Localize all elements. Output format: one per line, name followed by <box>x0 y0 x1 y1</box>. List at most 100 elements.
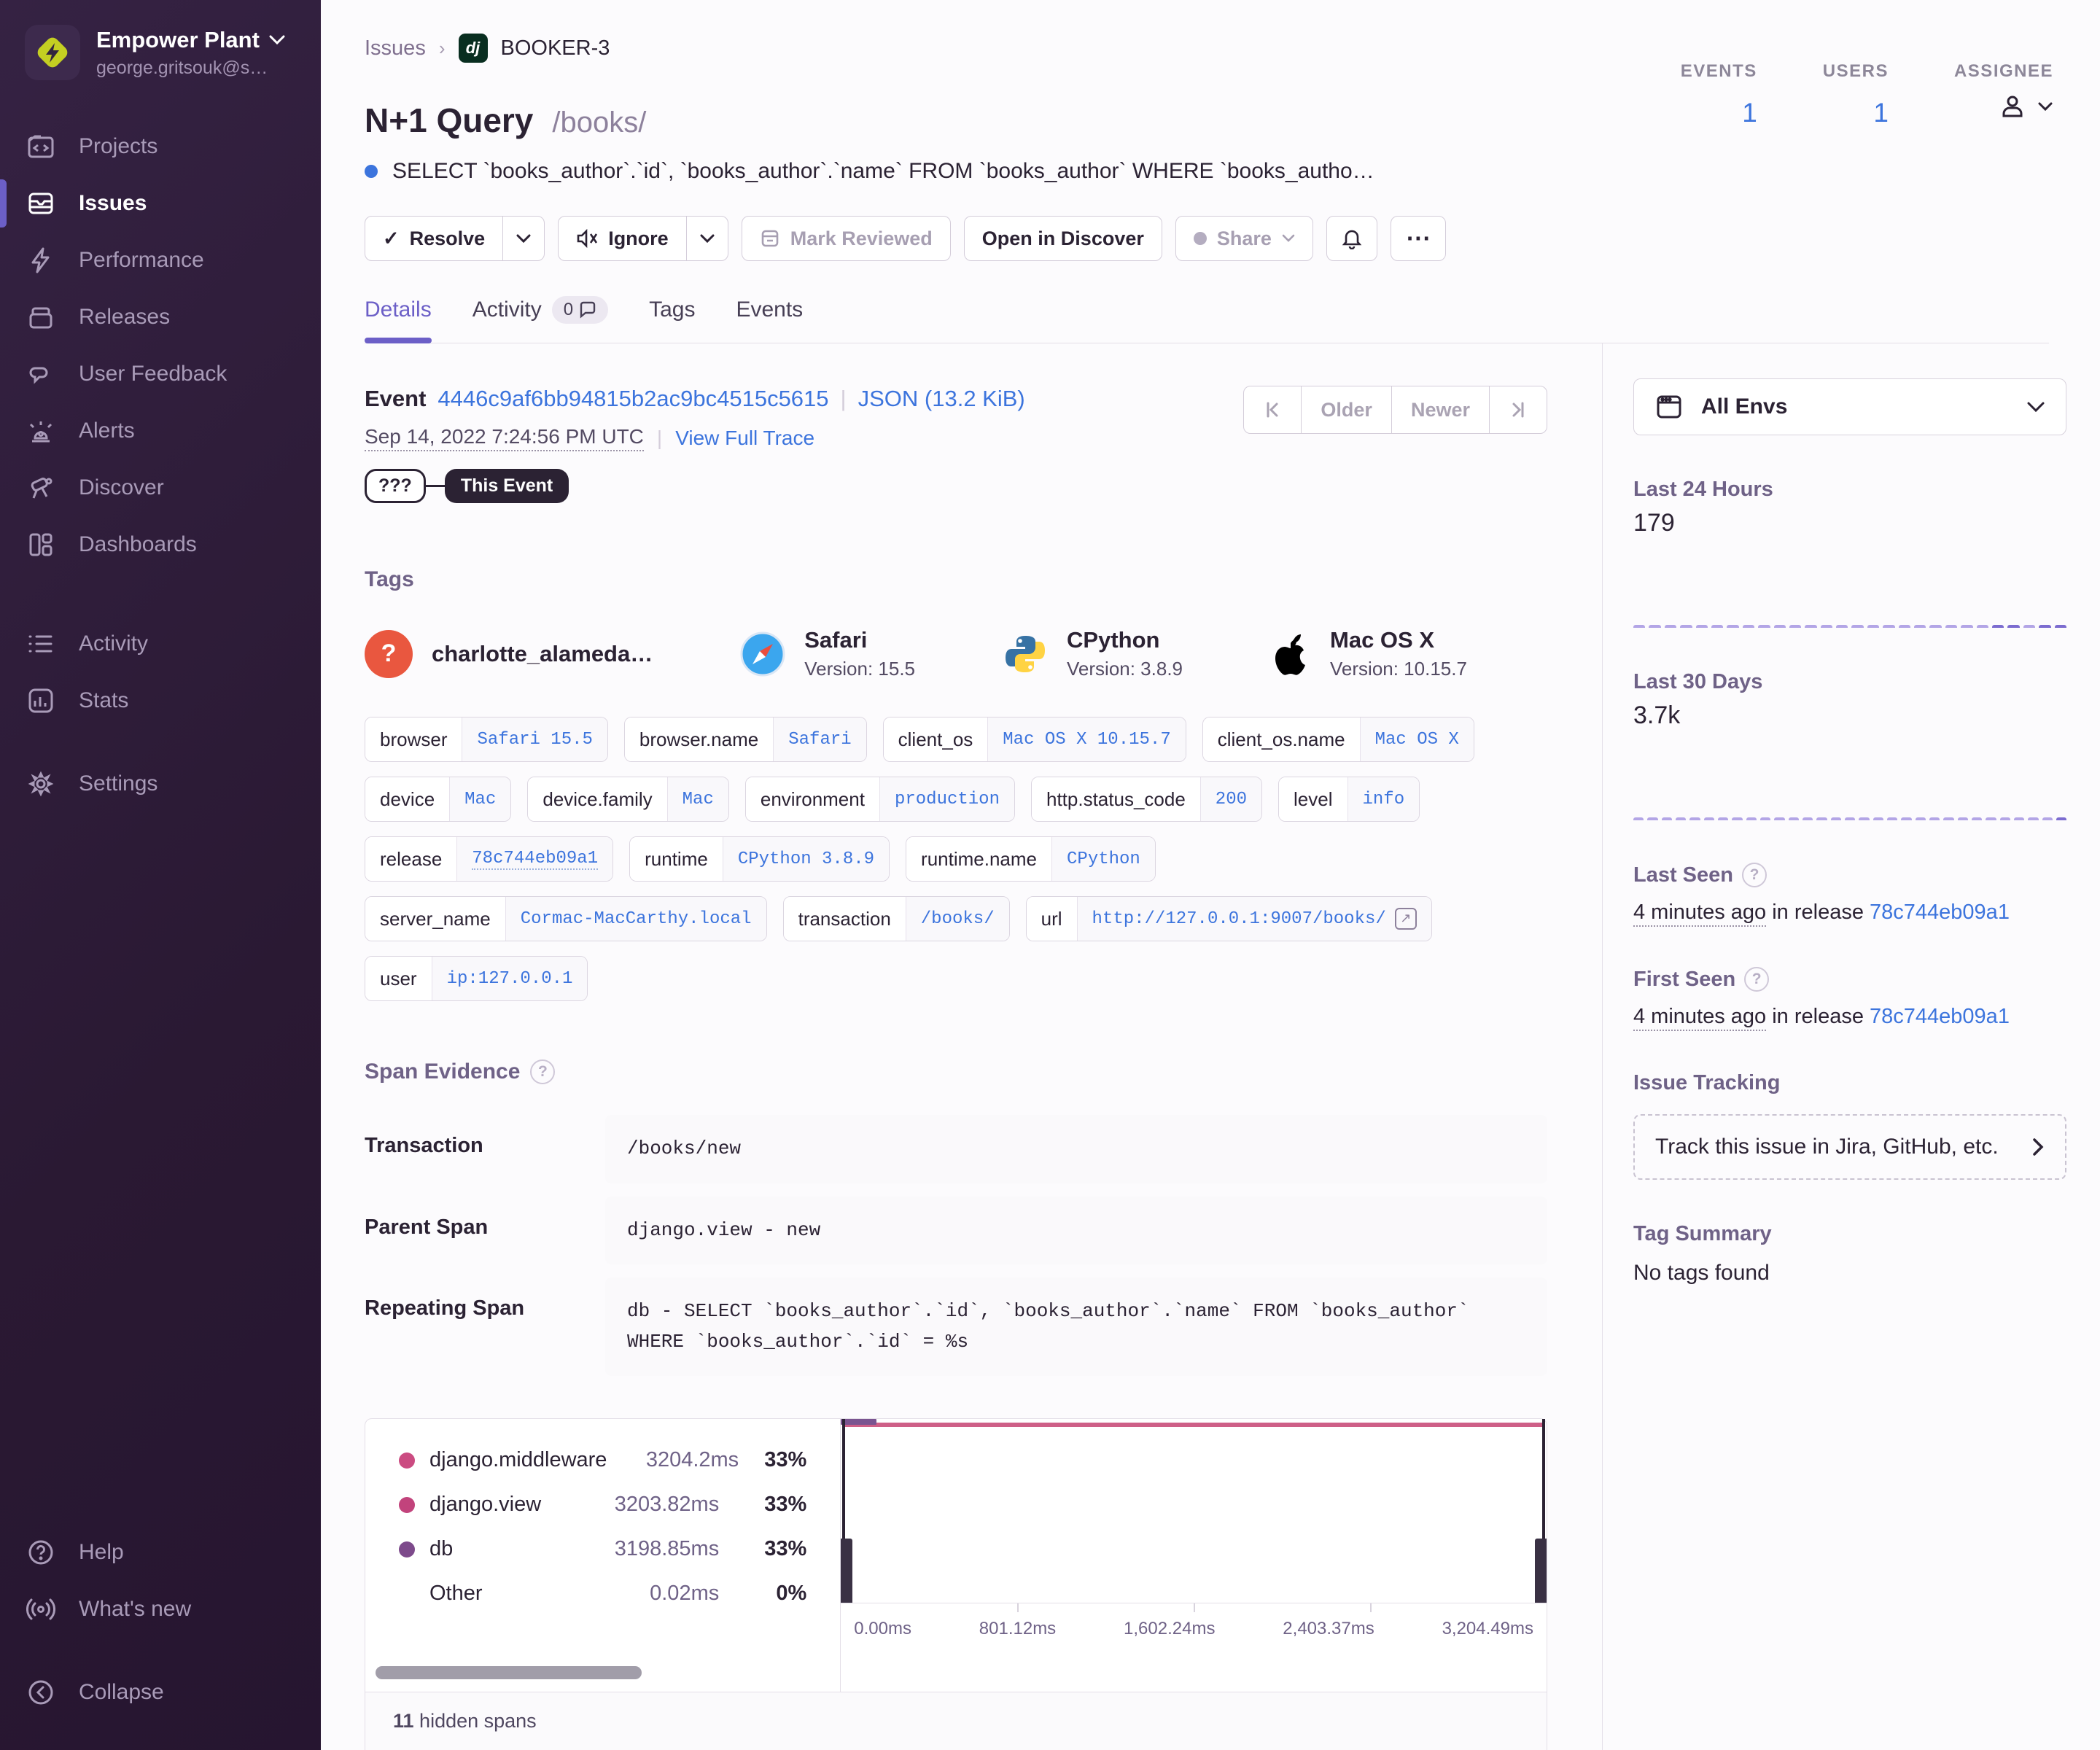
event-id-link[interactable]: 4446c9af6bb94815b2ac9bc4515c5615 <box>438 386 829 411</box>
ignore-dropdown-button[interactable] <box>685 217 728 260</box>
older-event-button[interactable]: Older <box>1301 386 1391 433</box>
tag-key: device.family <box>528 777 667 821</box>
ignore-button[interactable]: Ignore <box>559 217 686 260</box>
more-actions-button[interactable]: ⋯ <box>1390 216 1446 261</box>
help-question-icon[interactable]: ? <box>1744 967 1770 992</box>
track-issue-button[interactable]: Track this issue in Jira, GitHub, etc. <box>1633 1114 2066 1180</box>
chart-bar <box>1991 625 2004 628</box>
unknown-badge[interactable]: ??? <box>365 469 426 503</box>
chart-bar <box>1727 625 1739 628</box>
chart-bar <box>1773 625 1786 628</box>
tag-pill[interactable]: user ip:127.0.0.1↗ <box>365 956 588 1001</box>
users-value[interactable]: 1 <box>1873 98 1889 128</box>
tag-pill[interactable]: environment production↗ <box>744 777 1015 822</box>
sidebar-item-projects[interactable]: Projects <box>0 118 321 175</box>
chart-bar <box>1695 625 1708 628</box>
ignore-button-group: Ignore <box>558 216 728 261</box>
sidebar-nav-primary: Projects Issues Performance Releases Use… <box>0 118 321 573</box>
last-30-days-chart[interactable] <box>1633 750 2067 820</box>
tag-pill[interactable]: client_os.name Mac OS X↗ <box>1202 717 1474 762</box>
sidebar-item-issues[interactable]: Issues <box>0 175 321 232</box>
oldest-event-button[interactable] <box>1244 386 1301 433</box>
assignee-dropdown[interactable] <box>1954 92 2053 121</box>
sidebar-item-stats[interactable]: Stats <box>0 672 321 729</box>
context-browser[interactable]: Safari Version: 15.5 <box>740 627 915 680</box>
tag-summary-label: Tag Summary <box>1633 1222 1772 1245</box>
trace-minimap[interactable] <box>840 1419 1547 1603</box>
breadcrumb-issues-link[interactable]: Issues <box>365 36 426 60</box>
tag-pill[interactable]: http.status_code 200↗ <box>1030 777 1263 822</box>
evidence-label: Parent Span <box>365 1215 489 1239</box>
tag-pill[interactable]: release 78c744eb09a1↗ <box>365 836 614 882</box>
tab-activity[interactable]: Activity 0 <box>472 296 609 343</box>
event-timestamp[interactable]: Sep 14, 2022 7:24:56 PM UTC <box>365 425 644 451</box>
chart-bar <box>1851 625 1864 628</box>
newer-event-button[interactable]: Newer <box>1391 386 1489 433</box>
activity-icon <box>25 628 57 660</box>
tag-pill[interactable]: device Mac↗ <box>365 777 512 822</box>
sidebar-item-user-feedback[interactable]: User Feedback <box>0 346 321 402</box>
sidebar-item-performance[interactable]: Performance <box>0 232 321 289</box>
mark-reviewed-button[interactable]: Mark Reviewed <box>741 216 951 261</box>
tag-pill[interactable]: client_os Mac OS X 10.15.7↗ <box>882 717 1186 762</box>
minimap-handle-right[interactable] <box>1535 1419 1547 1603</box>
sidebar-item-activity[interactable]: Activity <box>0 615 321 672</box>
tag-pill[interactable]: runtime CPython 3.8.9↗ <box>629 836 890 882</box>
last-seen-release-link[interactable]: 78c744eb09a1 <box>1870 901 2010 924</box>
org-switcher[interactable]: Empower Plant george.gritsouk@s… <box>0 25 321 80</box>
tag-pill[interactable]: browser Safari 15.5↗ <box>365 717 608 762</box>
context-runtime-name: CPython <box>1067 627 1160 653</box>
event-json-link[interactable]: JSON (13.2 KiB) <box>858 386 1025 411</box>
sidebar-item-alerts[interactable]: Alerts <box>0 402 321 459</box>
context-runtime[interactable]: CPython Version: 3.8.9 <box>1003 627 1183 680</box>
environment-select[interactable]: All Envs <box>1633 378 2066 435</box>
hidden-spans-row-1[interactable]: 11 hidden spans <box>365 1692 1547 1750</box>
sidebar-item-discover[interactable]: Discover <box>0 459 321 516</box>
tag-value: 78c744eb09a1↗ <box>456 837 613 881</box>
tag-pill[interactable]: transaction /books/↗ <box>782 896 1010 941</box>
resolve-dropdown-button[interactable] <box>502 217 544 260</box>
sidebar-item-collapse[interactable]: Collapse <box>0 1664 321 1721</box>
tag-pill[interactable]: device.family Mac↗ <box>527 777 729 822</box>
evidence-row: Parent Span django.view - new <box>365 1196 1547 1265</box>
sidebar-item-releases[interactable]: Releases <box>0 289 321 346</box>
last-seen-time[interactable]: 4 minutes ago <box>1633 901 1767 927</box>
org-email: george.gritsouk@s… <box>96 57 268 78</box>
issue-tracking-label: Issue Tracking <box>1633 1071 1781 1094</box>
sidebar-item-help[interactable]: Help <box>0 1524 321 1581</box>
axis-label: 801.12ms <box>979 1618 1057 1638</box>
context-user[interactable]: ? charlotte_alameda… <box>365 629 653 678</box>
share-button[interactable]: Share <box>1175 216 1313 261</box>
tag-key: device <box>365 777 450 821</box>
chart-bar <box>1898 625 1911 628</box>
legend-op-duration: 3204.2ms <box>645 1448 739 1472</box>
sidebar-item-dashboards[interactable]: Dashboards <box>0 516 321 573</box>
tag-pill[interactable]: browser.name Safari↗ <box>623 717 867 762</box>
newest-event-button[interactable] <box>1489 386 1547 433</box>
sidebar-item-whats-new[interactable]: What's new <box>0 1581 321 1638</box>
context-os[interactable]: Mac OS X Version: 10.15.7 <box>1270 627 1467 680</box>
tag-pill[interactable]: server_name Cormac-MacCarthy.local↗ <box>365 896 767 941</box>
tab-tags[interactable]: Tags <box>649 298 696 322</box>
legend-op-name: Other <box>429 1582 483 1606</box>
tab-events[interactable]: Events <box>736 298 804 322</box>
events-value[interactable]: 1 <box>1742 98 1757 128</box>
tag-pill[interactable]: url http://127.0.0.1:9007/books/↗ <box>1025 896 1432 941</box>
sidebar-item-settings[interactable]: Settings <box>0 755 321 812</box>
tag-pill[interactable]: runtime.name CPython↗ <box>906 836 1156 882</box>
this-event-badge[interactable]: This Event <box>444 469 569 503</box>
open-in-discover-button[interactable]: Open in Discover <box>963 216 1162 261</box>
horizontal-scrollbar[interactable] <box>376 1666 642 1680</box>
help-question-icon[interactable]: ? <box>1742 863 1767 887</box>
last-24-hours-chart[interactable] <box>1633 558 2066 628</box>
help-question-icon[interactable]: ? <box>530 1059 556 1084</box>
view-full-trace-link[interactable]: View Full Trace <box>675 427 815 449</box>
first-seen-time[interactable]: 4 minutes ago <box>1633 1005 1767 1031</box>
resolve-button[interactable]: ✓ Resolve <box>383 227 486 249</box>
minimap-handle-left[interactable] <box>841 1419 853 1603</box>
tag-pill[interactable]: level info↗ <box>1278 777 1420 822</box>
context-os-version: Version: 10.15.7 <box>1330 658 1467 680</box>
tab-details[interactable]: Details <box>365 298 432 343</box>
subscribe-button[interactable] <box>1326 216 1377 261</box>
first-seen-release-link[interactable]: 78c744eb09a1 <box>1870 1005 2010 1028</box>
